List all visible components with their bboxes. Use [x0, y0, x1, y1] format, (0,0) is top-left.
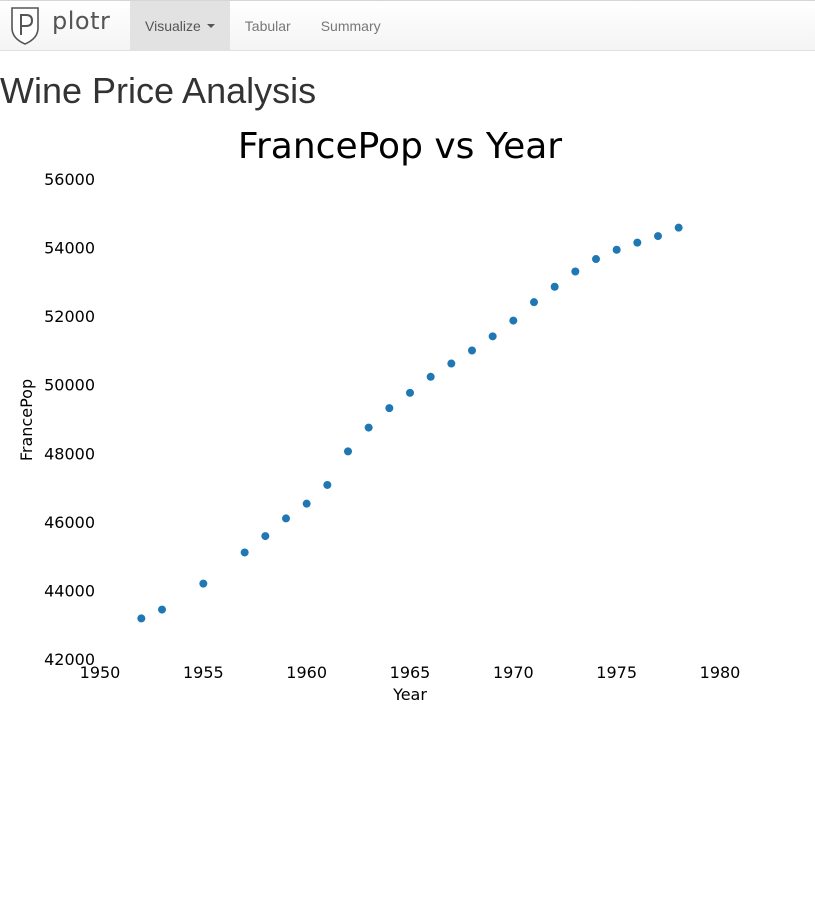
x-tick-label: 1950: [80, 663, 121, 682]
nav-summary[interactable]: Summary: [306, 1, 396, 51]
nav-tabular-label: Tabular: [244, 18, 291, 34]
y-tick-label: 48000: [44, 444, 95, 463]
x-tick-label: 1975: [596, 663, 637, 682]
data-point: [240, 548, 249, 557]
caret-down-icon: [206, 24, 215, 28]
page-title: Wine Price Analysis: [0, 70, 317, 111]
x-tick-label: 1960: [286, 663, 327, 682]
main-nav: Visualize Tabular Summary: [130, 1, 396, 51]
data-point: [571, 267, 580, 276]
nav-visualize-dropdown[interactable]: Visualize: [130, 1, 230, 51]
nav-summary-label: Summary: [320, 18, 381, 34]
data-point: [674, 223, 683, 232]
data-point: [158, 605, 166, 614]
y-tick-label: 42000: [44, 650, 95, 669]
data-point: [199, 579, 208, 588]
data-point: [385, 404, 394, 413]
x-tick-label: 1965: [390, 663, 431, 682]
brand-name: plotr: [52, 7, 111, 35]
data-point: [302, 499, 311, 508]
data-point: [137, 614, 146, 623]
y-tick-label: 44000: [44, 581, 95, 600]
y-axis-ticks: 42000 44000 46000 48000 50000 52000 54000 56000: [44, 170, 95, 669]
x-tick-label: 1980: [700, 663, 741, 682]
data-point: [406, 388, 414, 397]
data-point: [654, 232, 662, 241]
data-point: [261, 532, 270, 541]
data-point: [364, 423, 373, 432]
navbar: plotr Visualize Tabular Summary: [0, 0, 815, 51]
x-tick-label: 1970: [493, 663, 534, 682]
data-point: [468, 346, 476, 355]
scatter-chart: FrancePop vs Year 42000 44000 46000 48000 50…: [17, 126, 741, 704]
data-points: [137, 223, 683, 623]
nav-visualize-label: Visualize: [145, 18, 201, 34]
chart-title: FrancePop vs Year: [238, 126, 562, 167]
x-axis-ticks: 1950 1955 1960 1965 1970 1975 1980: [80, 663, 741, 682]
data-point: [344, 447, 352, 456]
nav-tabular[interactable]: Tabular: [230, 1, 306, 51]
data-point: [550, 282, 559, 291]
data-point: [612, 245, 621, 254]
y-tick-label: 46000: [44, 513, 95, 532]
data-point: [426, 372, 435, 381]
y-tick-label: 50000: [44, 376, 95, 395]
data-point: [633, 238, 642, 247]
data-point: [488, 332, 497, 341]
plotr-shield-icon: [11, 7, 39, 45]
x-tick-label: 1955: [183, 663, 224, 682]
brand-logo[interactable]: plotr: [10, 5, 110, 49]
y-axis-label: FrancePop: [17, 379, 36, 461]
data-point: [323, 480, 332, 489]
y-tick-label: 56000: [44, 170, 95, 189]
data-point: [592, 255, 600, 264]
data-point: [282, 514, 290, 523]
data-point: [509, 316, 518, 325]
y-tick-label: 54000: [44, 239, 95, 258]
x-axis-label: Year: [392, 685, 427, 704]
y-tick-label: 52000: [44, 307, 95, 326]
data-point: [447, 359, 456, 368]
data-point: [530, 298, 538, 307]
